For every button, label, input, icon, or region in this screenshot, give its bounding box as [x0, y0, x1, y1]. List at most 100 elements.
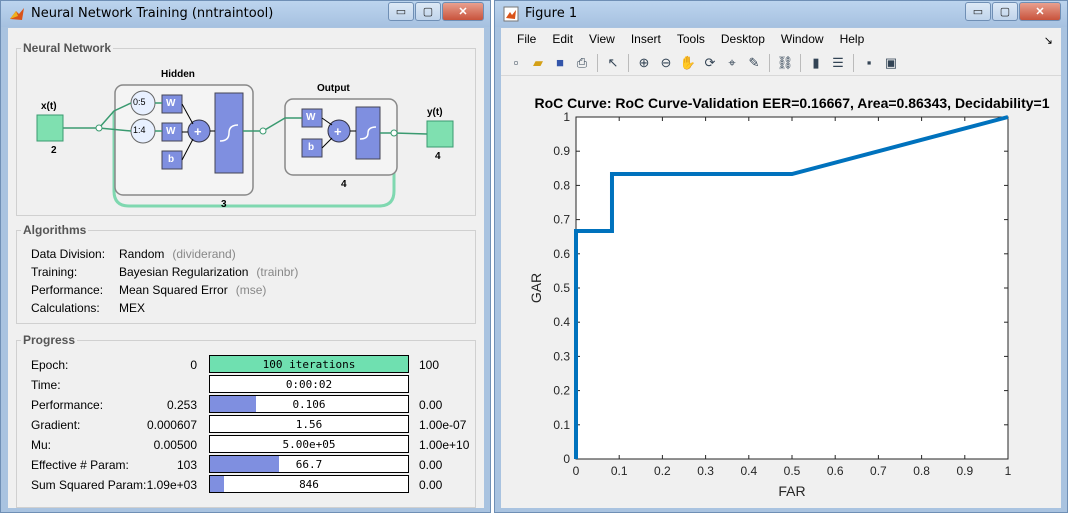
menu-window[interactable]: Window — [780, 32, 824, 46]
hidden-title: Hidden — [161, 69, 195, 80]
legend-icon[interactable]: ☰ — [832, 54, 844, 70]
colorbar-icon[interactable]: ▮ — [812, 54, 820, 70]
figure-canvas[interactable]: RoC Curve: RoC Curve-Validation EER=0.16… — [501, 88, 1061, 508]
hidden-weight-1: W — [166, 98, 176, 109]
x-tick-label: 0 — [573, 464, 580, 478]
algo-key: Performance: — [31, 283, 104, 297]
progress-group: Progress Epoch: 0 100 iterations 100 Time: 0:… — [16, 333, 476, 508]
progress-start-value: 0 — [190, 358, 197, 372]
x-tick-label: 0.3 — [697, 464, 714, 478]
progress-bar-fill — [210, 396, 256, 412]
figure-window: Figure 1 ▭ ▢ ✕ File Edit View Insert Tools De… — [494, 0, 1068, 513]
algo-value-text: MEX — [119, 301, 146, 315]
open-file-icon[interactable]: ▰ — [533, 54, 543, 70]
output-label: y(t) — [427, 107, 443, 118]
maximize-button[interactable]: ▢ — [415, 2, 441, 21]
progress-bar-value: 100 iterations — [262, 358, 356, 371]
minimize-button[interactable]: ▭ — [965, 2, 991, 21]
progress-row: Mu: 0.00500 5.00e+05 1.00e+10 — [31, 435, 469, 455]
show-plot-tools-icon[interactable]: ▣ — [884, 54, 898, 70]
brush-icon[interactable]: ✎ — [748, 54, 760, 70]
figure-toolbar: ▫ ▰ ■ ⎙ ↖ ⊕ ⊖ ✋ ⟳ ⌖ ✎ ⛓ ▮ ☰ ▪ ▣ — [501, 50, 1061, 76]
hidden-delay-2: 1:4 — [133, 125, 146, 135]
menu-desktop[interactable]: Desktop — [720, 32, 765, 46]
toolbar-separator — [800, 53, 801, 72]
x-tick-label: 0.9 — [956, 464, 973, 478]
window-title: Neural Network Training (nntraintool) — [31, 6, 274, 21]
progress-row: Time: 0:00:02 — [31, 375, 467, 395]
x-tick-label: 0.4 — [740, 464, 757, 478]
y-tick-label: 0.5 — [553, 281, 570, 295]
algo-value: Bayesian Regularization (trainbr) — [119, 265, 298, 279]
algorithms-section-title: Algorithms — [21, 223, 89, 237]
progress-bar: 0.106 — [209, 395, 409, 413]
algo-sub: (trainbr) — [256, 265, 299, 279]
hidden-delay-1: 0:5 — [133, 97, 146, 107]
select-pointer-icon[interactable]: ↖ — [607, 54, 619, 70]
progress-end-value: 1.00e-07 — [419, 418, 467, 432]
progress-bar: 5.00e+05 — [209, 435, 409, 453]
data-cursor-icon[interactable]: ⌖ — [728, 54, 736, 70]
progress-end-value: 0.00 — [419, 458, 443, 472]
y-tick-label: 0.3 — [553, 349, 570, 363]
figure-body: File Edit View Insert Tools Desktop Window Help… — [501, 28, 1061, 508]
network-group: Neural Network — [16, 41, 476, 216]
progress-section-title: Progress — [21, 333, 78, 347]
progress-row: Sum Squared Param: 1.09e+03 846 0.00 — [31, 475, 467, 495]
menu-tools[interactable]: Tools — [676, 32, 705, 46]
x-tick-label: 0.2 — [654, 464, 671, 478]
progress-key: Performance: — [31, 398, 104, 412]
new-figure-icon[interactable]: ▫ — [513, 55, 519, 70]
network-diagram — [36, 84, 454, 208]
output-dim: 4 — [435, 151, 441, 162]
x-tick-label: 0.7 — [870, 464, 887, 478]
progress-bar: 1.56 — [209, 415, 409, 433]
plot-axes-box — [575, 116, 1009, 460]
close-button[interactable]: ✕ — [442, 2, 484, 21]
menu-edit[interactable]: Edit — [552, 32, 574, 46]
menu-view[interactable]: View — [589, 32, 615, 46]
close-button[interactable]: ✕ — [1019, 2, 1061, 21]
y-tick-label: 0.2 — [553, 384, 570, 398]
hide-plot-tools-icon[interactable]: ▪ — [866, 55, 872, 70]
output-title: Output — [317, 83, 350, 94]
zoom-in-icon[interactable]: ⊕ — [638, 54, 650, 70]
y-tick-label: 0.4 — [553, 315, 570, 329]
y-tick-label: 0.8 — [553, 178, 570, 192]
rotate-3d-icon[interactable]: ⟳ — [704, 54, 716, 70]
print-icon[interactable]: ⎙ — [576, 54, 588, 70]
algorithms-group: Algorithms Data Division: Random (divider… — [16, 223, 476, 324]
pan-icon[interactable]: ✋ — [679, 54, 697, 70]
progress-row: Effective # Param: 103 66.7 0.00 — [31, 455, 467, 475]
zoom-out-icon[interactable]: ⊖ — [660, 54, 672, 70]
y-tick-label: 0 — [563, 452, 570, 466]
progress-row: Gradient: 0.000607 1.56 1.00e-07 — [31, 415, 467, 435]
algo-value-text: Mean Squared Error — [119, 283, 228, 297]
y-tick-label: 1 — [563, 110, 570, 124]
progress-bar-value: 1.56 — [295, 418, 323, 431]
nntraintool-titlebar[interactable]: Neural Network Training (nntraintool) ▭ … — [1, 1, 490, 27]
progress-row: Performance: 0.253 0.106 0.00 — [31, 395, 467, 415]
algo-value-text: Bayesian Regularization — [119, 265, 249, 279]
menu-insert[interactable]: Insert — [630, 32, 661, 46]
figure-titlebar[interactable]: Figure 1 ▭ ▢ ✕ — [495, 1, 1067, 27]
menubar-dock-arrow-icon[interactable]: ↘ — [1043, 35, 1053, 47]
output-weight: W — [306, 112, 316, 123]
minimize-button[interactable]: ▭ — [388, 2, 414, 21]
maximize-button[interactable]: ▢ — [992, 2, 1018, 21]
progress-start-value: 0.253 — [166, 398, 197, 412]
algo-key: Calculations: — [31, 301, 100, 315]
progress-start-value: 0.000607 — [146, 418, 197, 432]
algo-key: Training: — [31, 265, 78, 279]
save-icon[interactable]: ■ — [556, 55, 564, 70]
link-plot-icon[interactable]: ⛓ — [776, 54, 794, 70]
algo-sub: (dividerand) — [172, 247, 236, 261]
progress-start-value: 1.09e+03 — [146, 478, 197, 492]
toolbar-separator — [597, 53, 598, 72]
progress-key: Sum Squared Param: — [31, 478, 147, 492]
x-tick-label: 0.6 — [827, 464, 844, 478]
progress-end-value: 0.00 — [419, 478, 443, 492]
progress-bar-value: 0.106 — [292, 398, 326, 411]
menu-file[interactable]: File — [517, 32, 537, 46]
menu-help[interactable]: Help — [839, 32, 865, 46]
